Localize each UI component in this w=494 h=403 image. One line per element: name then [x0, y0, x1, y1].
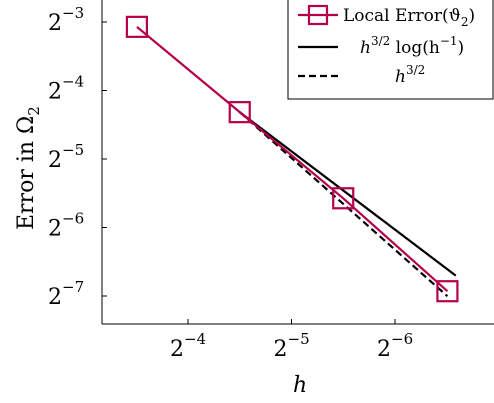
series-line-2 — [239, 111, 449, 297]
legend-marker-0 — [307, 4, 329, 26]
series-2 — [239, 111, 449, 297]
y-tick-exponent-0: −3 — [62, 4, 84, 22]
y-tick-label-4: 2−7 — [48, 278, 84, 310]
y-axis-ticks: 2−3 2−4 2−5 2−6 2−7 — [48, 4, 107, 310]
x-tick-label-2: 2−6 — [377, 330, 413, 362]
y-tick-exponent-2: −5 — [62, 141, 84, 159]
legend-entry-0: Local Error(ϑ2) — [298, 4, 475, 29]
legend-entry-2: h3/2 — [298, 63, 425, 87]
series-line-1 — [239, 111, 457, 277]
x-axis-ticks: 2−4 2−5 2−6 — [170, 319, 413, 362]
legend-entry-1: h3/2 log(h−1) — [298, 34, 464, 58]
series-marker-0-3 — [436, 280, 459, 303]
x-tick-label-0: 2−4 — [170, 330, 206, 362]
y-tick-exponent-1: −4 — [62, 73, 84, 91]
legend-label-1: h3/2 log(h−1) — [360, 34, 464, 58]
series-0 — [125, 15, 459, 303]
y-tick-label-1: 2−4 — [48, 73, 84, 105]
x-axis-label: h — [293, 373, 307, 398]
x-tick-exponent-2: −6 — [391, 330, 413, 348]
y-axis-label: Error in Ω2 — [14, 106, 43, 230]
legend: Local Error(ϑ2) h3/2 log(h−1) h3/2 — [287, 0, 494, 100]
series-layer — [125, 15, 459, 303]
axes — [101, 0, 494, 325]
legend-label-0: Local Error(ϑ2) — [343, 6, 475, 29]
series-marker-0-2 — [332, 187, 355, 210]
x-tick-label-1: 2−5 — [274, 330, 310, 362]
y-tick-exponent-3: −6 — [62, 210, 84, 228]
y-tick-label-0: 2−3 — [48, 4, 84, 36]
series-marker-0-0 — [125, 15, 149, 38]
x-tick-exponent-0: −4 — [184, 330, 206, 348]
x-tick-exponent-1: −5 — [288, 330, 310, 348]
series-line-0 — [136, 26, 449, 293]
legend-box — [287, 0, 494, 100]
legend-label-2: h3/2 — [395, 63, 425, 87]
series-1 — [239, 111, 457, 277]
series-marker-0-1 — [228, 101, 251, 124]
y-axis-label-subscript: 2 — [25, 106, 43, 116]
y-tick-label-2: 2−5 — [48, 141, 84, 173]
y-tick-label-3: 2−6 — [48, 210, 84, 242]
y-tick-exponent-4: −7 — [62, 278, 84, 296]
